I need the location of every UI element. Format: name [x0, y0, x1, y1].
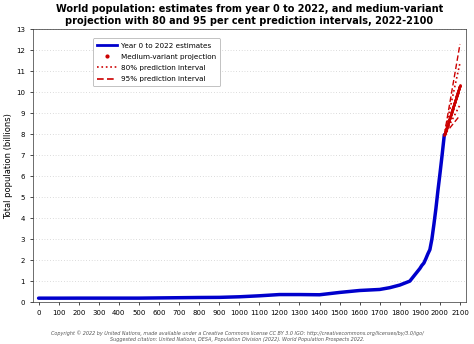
Text: Copyright © 2022 by United Nations, made available under a Creative Commons lice: Copyright © 2022 by United Nations, made… [51, 331, 423, 342]
Y-axis label: Total population (billions): Total population (billions) [4, 113, 13, 219]
Legend: Year 0 to 2022 estimates, Medium-variant projection, 80% prediction interval, 95: Year 0 to 2022 estimates, Medium-variant… [92, 39, 220, 86]
Title: World population: estimates from year 0 to 2022, and medium-variant
projection w: World population: estimates from year 0 … [55, 4, 443, 26]
